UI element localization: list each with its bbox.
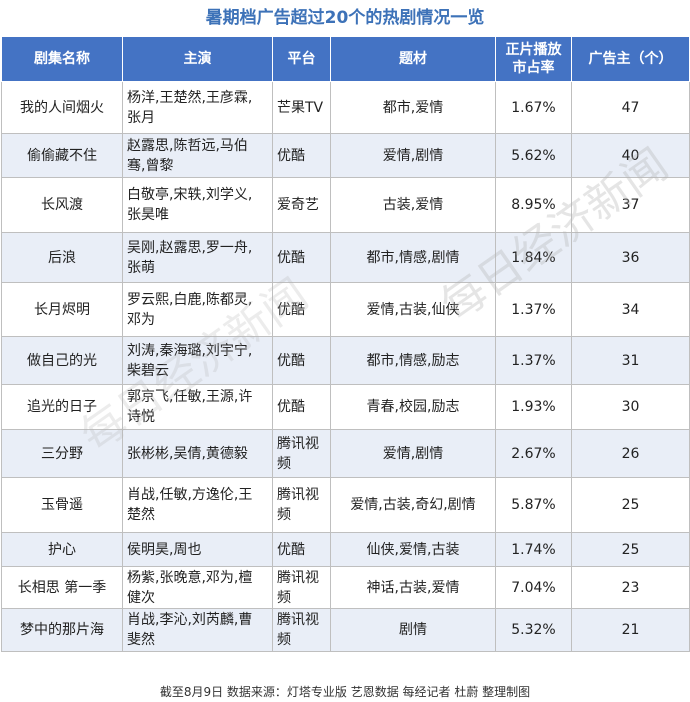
advertiser-count-cell: 21 (571, 608, 690, 652)
platform-cell: 腾讯视 频 (272, 566, 331, 609)
genre-cell: 都市,爱情 (330, 81, 496, 134)
genre-cell: 仙侠,爱情,古装 (330, 532, 496, 567)
drama-name-cell: 长风渡 (1, 177, 123, 233)
genre-cell: 爱情,剧情 (330, 429, 496, 478)
page-title: 暑期档广告超过20个的热剧情况一览 (0, 0, 690, 36)
drama-name-cell: 我的人间烟火 (1, 81, 123, 134)
table-row: 长月烬明 罗云熙,白鹿,陈都灵, 邓为 优酷 爱情,古装,仙侠 1.37% 34 (1, 282, 690, 337)
platform-cell: 优酷 (272, 336, 331, 385)
cast-cell: 侯明昊,周也 (122, 532, 273, 567)
cast-cell: 张彬彬,吴倩,黄德毅 (122, 429, 273, 478)
market-share-cell: 1.67% (495, 81, 572, 134)
column-header: 广告主（个） (571, 36, 690, 82)
cast-cell: 白敬亭,宋轶,刘学义, 张昊唯 (122, 177, 273, 233)
platform-cell: 腾讯视 频 (272, 608, 331, 652)
drama-name-cell: 梦中的那片海 (1, 608, 123, 652)
market-share-cell: 1.37% (495, 282, 572, 337)
table-row: 我的人间烟火 杨洋,王楚然,王彦霖, 张月 芒果TV 都市,爱情 1.67% 47 (1, 81, 690, 134)
table-row: 三分野 张彬彬,吴倩,黄德毅 腾讯视 频爱情,剧情 2.67% 26 (1, 429, 690, 478)
market-share-cell: 1.74% (495, 532, 572, 567)
drama-name-cell: 偷偷藏不住 (1, 133, 123, 178)
advertiser-count-cell: 34 (571, 282, 690, 337)
platform-cell: 爱奇艺 (272, 177, 331, 233)
source-footer: 截至8月9日 数据来源：灯塔专业版 艺恩数据 每经记者 杜蔚 整理制图 (0, 682, 690, 702)
advertiser-count-cell: 26 (571, 429, 690, 478)
table-row: 玉骨遥 肖战,任敏,方逸伦,王 楚然 腾讯视 频爱情,古装,奇幻,剧情 5.87% 25 (1, 477, 690, 533)
drama-name-cell: 玉骨遥 (1, 477, 123, 533)
table-body: 我的人间烟火 杨洋,王楚然,王彦霖, 张月 芒果TV 都市,爱情 1.67% 47 偷偷藏不… (1, 81, 690, 652)
platform-cell: 优酷 (272, 384, 331, 430)
drama-name-cell: 三分野 (1, 429, 123, 478)
column-header: 剧集名称 (1, 36, 123, 82)
table-row: 护心 侯明昊,周也 优酷 仙侠,爱情,古装 1.74% 25 (1, 532, 690, 567)
market-share-cell: 1.37% (495, 336, 572, 385)
platform-cell: 优酷 (272, 232, 331, 283)
platform-cell: 优酷 (272, 532, 331, 567)
table-header-row: 剧集名称 主演 平台 题材 正片播放 市占率 广告主（个） (1, 36, 690, 82)
genre-cell: 剧情 (330, 608, 496, 652)
cast-cell: 郭京飞,任敏,王源,许 诗悦 (122, 384, 273, 430)
market-share-cell: 5.62% (495, 133, 572, 178)
table-row: 长风渡 白敬亭,宋轶,刘学义, 张昊唯 爱奇艺 古装,爱情 8.95% 37 (1, 177, 690, 233)
platform-cell: 腾讯视 频 (272, 429, 331, 478)
advertiser-count-cell: 23 (571, 566, 690, 609)
genre-cell: 爱情,古装,奇幻,剧情 (330, 477, 496, 533)
table-row: 后浪 吴刚,赵露思,罗一舟, 张萌 优酷 都市,情感,剧情 1.84% 36 (1, 232, 690, 283)
platform-cell: 优酷 (272, 282, 331, 337)
cast-cell: 杨洋,王楚然,王彦霖, 张月 (122, 81, 273, 134)
genre-cell: 青春,校园,励志 (330, 384, 496, 430)
cast-cell: 吴刚,赵露思,罗一舟, 张萌 (122, 232, 273, 283)
market-share-cell: 5.87% (495, 477, 572, 533)
table-row: 做自己的光 刘涛,秦海璐,刘宇宁, 柴碧云 优酷 都市,情感,励志 1.37% 31 (1, 336, 690, 385)
column-header: 主演 (122, 36, 273, 82)
table-row: 梦中的那片海 肖战,李沁,刘芮麟,曹 斐然 腾讯视 频剧情 5.32% 21 (1, 608, 690, 652)
drama-name-cell: 长月烬明 (1, 282, 123, 337)
column-header: 正片播放 市占率 (495, 36, 572, 82)
genre-cell: 神话,古装,爱情 (330, 566, 496, 609)
drama-name-cell: 追光的日子 (1, 384, 123, 430)
genre-cell: 古装,爱情 (330, 177, 496, 233)
drama-table: 剧集名称 主演 平台 题材 正片播放 市占率 广告主（个） 我的人间烟火 杨洋,王楚然,王彦… (1, 36, 690, 652)
advertiser-count-cell: 25 (571, 532, 690, 567)
advertiser-count-cell: 36 (571, 232, 690, 283)
cast-cell: 肖战,任敏,方逸伦,王 楚然 (122, 477, 273, 533)
advertiser-count-cell: 30 (571, 384, 690, 430)
market-share-cell: 2.67% (495, 429, 572, 478)
drama-name-cell: 做自己的光 (1, 336, 123, 385)
advertiser-count-cell: 25 (571, 477, 690, 533)
table-row: 偷偷藏不住 赵露思,陈哲远,马伯 骞,曾黎 优酷 爱情,剧情 5.62% 40 (1, 133, 690, 178)
advertiser-count-cell: 47 (571, 81, 690, 134)
table-row: 长相思 第一季 杨紫,张晚意,邓为,檀 健次 腾讯视 频神话,古装,爱情 7.04% 2… (1, 566, 690, 609)
genre-cell: 都市,情感,剧情 (330, 232, 496, 283)
cast-cell: 杨紫,张晚意,邓为,檀 健次 (122, 566, 273, 609)
advertiser-count-cell: 31 (571, 336, 690, 385)
genre-cell: 都市,情感,励志 (330, 336, 496, 385)
table-row: 追光的日子 郭京飞,任敏,王源,许 诗悦 优酷 青春,校园,励志 1.93% 30 (1, 384, 690, 430)
advertiser-count-cell: 40 (571, 133, 690, 178)
cast-cell: 肖战,李沁,刘芮麟,曹 斐然 (122, 608, 273, 652)
market-share-cell: 1.93% (495, 384, 572, 430)
platform-cell: 腾讯视 频 (272, 477, 331, 533)
genre-cell: 爱情,剧情 (330, 133, 496, 178)
cast-cell: 赵露思,陈哲远,马伯 骞,曾黎 (122, 133, 273, 178)
platform-cell: 优酷 (272, 133, 331, 178)
column-header: 题材 (330, 36, 496, 82)
market-share-cell: 7.04% (495, 566, 572, 609)
market-share-cell: 1.84% (495, 232, 572, 283)
advertiser-count-cell: 37 (571, 177, 690, 233)
cast-cell: 罗云熙,白鹿,陈都灵, 邓为 (122, 282, 273, 337)
drama-name-cell: 护心 (1, 532, 123, 567)
market-share-cell: 5.32% (495, 608, 572, 652)
drama-name-cell: 长相思 第一季 (1, 566, 123, 609)
market-share-cell: 8.95% (495, 177, 572, 233)
column-header: 平台 (272, 36, 331, 82)
genre-cell: 爱情,古装,仙侠 (330, 282, 496, 337)
cast-cell: 刘涛,秦海璐,刘宇宁, 柴碧云 (122, 336, 273, 385)
drama-name-cell: 后浪 (1, 232, 123, 283)
platform-cell: 芒果TV (272, 81, 331, 134)
